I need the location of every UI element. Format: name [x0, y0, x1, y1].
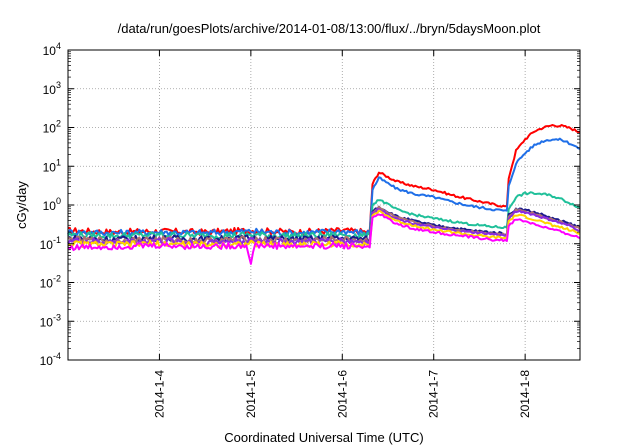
series-line — [67, 208, 580, 247]
y-tick-label: 10-4 — [40, 351, 61, 368]
series-line — [67, 137, 581, 237]
x-axis-label: Coordinated Universal Time (UTC) — [224, 430, 423, 445]
series-line — [67, 213, 581, 265]
y-axis-label: cGy/day — [14, 181, 29, 229]
y-axis: 10-4 10-3 10-2 10-1 100 101 102 103 104 — [40, 41, 580, 368]
y-tick-label: 100 — [43, 196, 61, 213]
y-tick-label: 103 — [43, 80, 61, 97]
x-tick-label: 2014-1-4 — [152, 370, 166, 418]
y-tick-label: 102 — [43, 119, 61, 136]
series-line — [67, 124, 581, 236]
x-tick-label: 2014-1-8 — [518, 370, 532, 418]
chart-title: /data/run/goesPlots/archive/2014-01-08/1… — [118, 21, 541, 36]
x-axis: 2014-1-4 2014-1-5 2014-1-6 2014-1-7 2014-1-8 — [152, 50, 532, 418]
y-tick-label: 104 — [43, 41, 61, 58]
x-tick-label: 2014-1-5 — [244, 370, 258, 418]
y-tick-label: 10-2 — [40, 274, 61, 291]
series-line — [67, 191, 581, 240]
x-tick-label: 2014-1-6 — [335, 370, 349, 418]
series-layer — [67, 124, 581, 265]
y-tick-label: 10-3 — [40, 312, 61, 329]
y-tick-label: 101 — [43, 157, 61, 174]
x-tick-label: 2014-1-7 — [427, 370, 441, 418]
y-tick-label: 10-1 — [40, 235, 61, 252]
